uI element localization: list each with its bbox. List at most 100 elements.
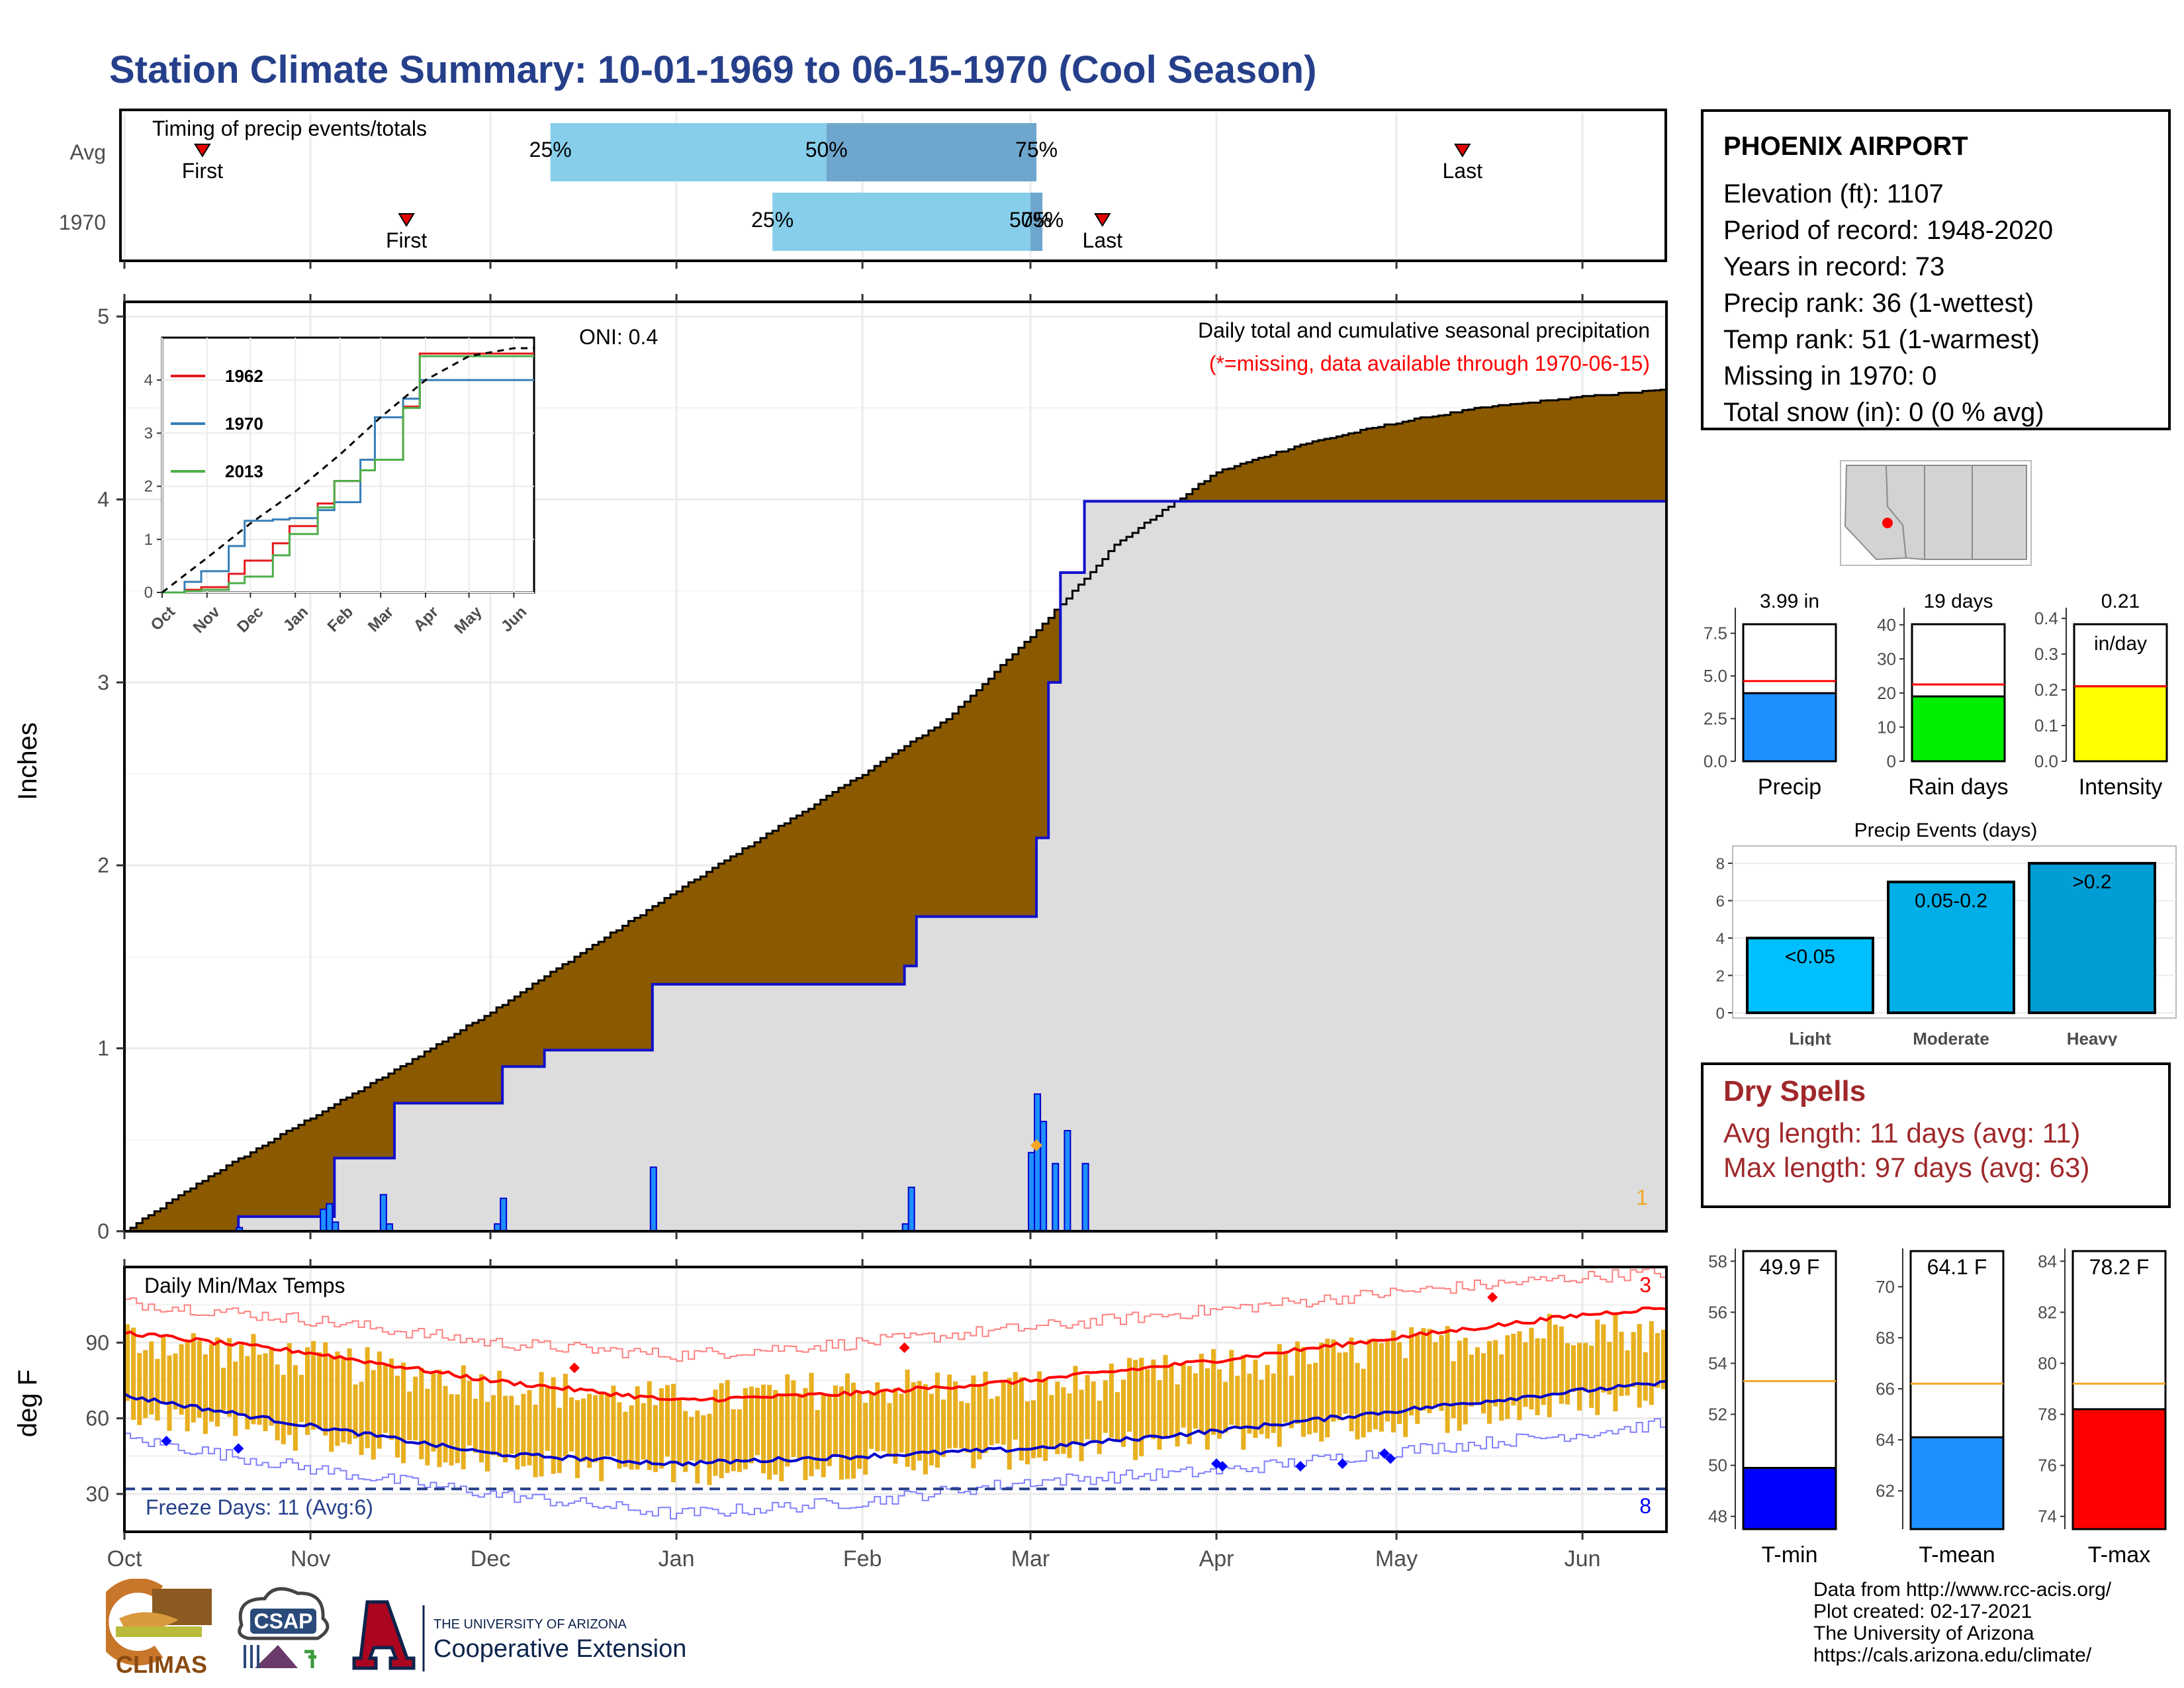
temp-summary-y-tick-label: 58 bbox=[1708, 1251, 1727, 1271]
temp-y-tick-label: 30 bbox=[85, 1482, 109, 1506]
daily-temp-bar bbox=[1427, 1329, 1432, 1413]
daily-temp-bar bbox=[587, 1393, 592, 1468]
daily-temp-bar bbox=[1163, 1354, 1168, 1439]
credit-line: Plot created: 02-17-2021 bbox=[1813, 1601, 2032, 1622]
csap-logo: CSAP bbox=[238, 1587, 330, 1668]
daily-temp-bar bbox=[791, 1380, 796, 1458]
daily-temp-bar bbox=[1625, 1350, 1630, 1396]
mini-y-tick-label: 0.4 bbox=[2034, 608, 2058, 628]
daily-temp-bar bbox=[515, 1405, 520, 1470]
daily-temp-bar bbox=[1030, 1400, 1036, 1458]
daily-temp-bar bbox=[1295, 1341, 1300, 1424]
temp-month-label: Feb bbox=[843, 1546, 882, 1571]
daily-temp-bar bbox=[407, 1391, 412, 1440]
events-bar-label: <0.05 bbox=[1785, 946, 1835, 968]
daily-temp-bar bbox=[275, 1364, 280, 1440]
daily-temp-bar bbox=[857, 1391, 862, 1469]
daily-temp-bar bbox=[1067, 1393, 1072, 1458]
daily-temp-bar bbox=[1541, 1338, 1546, 1405]
daily-temp-bar bbox=[1061, 1387, 1066, 1454]
daily-temp-bar bbox=[779, 1395, 784, 1481]
daily-temp-bar bbox=[1217, 1369, 1222, 1439]
daily-temp-bar bbox=[1601, 1324, 1606, 1393]
daily-temp-bar bbox=[1451, 1361, 1456, 1419]
daily-temp-bar bbox=[401, 1362, 406, 1464]
temp-summary-y-tick-label: 50 bbox=[1708, 1456, 1727, 1476]
station-location-dot bbox=[1882, 518, 1893, 528]
temp-summary-y-tick-label: 84 bbox=[2038, 1251, 2057, 1271]
credit-line: https://cals.arizona.edu/climate/ bbox=[1813, 1644, 2092, 1666]
daily-temp-bar bbox=[527, 1389, 532, 1466]
daily-temp-bar bbox=[293, 1365, 298, 1451]
mini-y-tick-label: 2.5 bbox=[1704, 709, 1727, 729]
timing-bar-25-50 bbox=[772, 193, 1030, 251]
temp-month-label: Jun bbox=[1565, 1546, 1601, 1571]
daily-temp-bar bbox=[269, 1346, 274, 1426]
precip-chart: 0 1 2 3 4 5 Inches ONI: 0.4 Daily total and c… bbox=[13, 294, 1668, 1243]
daily-temp-bar bbox=[1649, 1321, 1654, 1405]
daily-temp-bar bbox=[1229, 1350, 1234, 1425]
temp-summary-bar bbox=[1742, 1466, 1837, 1530]
timing-pct50-label: 50% bbox=[805, 138, 848, 162]
daily-precip-bar bbox=[379, 1194, 387, 1232]
daily-temp-bar bbox=[1529, 1327, 1534, 1410]
daily-temp-bar bbox=[359, 1382, 364, 1456]
daily-precip-bar bbox=[332, 1221, 340, 1233]
daily-temp-bar bbox=[551, 1377, 556, 1474]
temp-month-label: Oct bbox=[107, 1546, 142, 1571]
temp-summary-y-tick-label: 56 bbox=[1708, 1302, 1727, 1322]
daily-temp-bar bbox=[773, 1389, 778, 1475]
daily-temp-bar bbox=[713, 1389, 718, 1476]
daily-temp-bar bbox=[1469, 1354, 1474, 1407]
daily-temp-bar bbox=[1390, 1330, 1396, 1432]
daily-temp-bar bbox=[671, 1383, 676, 1483]
record-low-marker bbox=[1217, 1460, 1228, 1472]
temp-summary-y-tick-label: 82 bbox=[2038, 1302, 2057, 1322]
temp-summary-y-tick-label: 54 bbox=[1708, 1353, 1727, 1373]
credits: Data from http://www.rcc-acis.org/ Plot … bbox=[1813, 1579, 2111, 1666]
missing-day-marker bbox=[1030, 1139, 1042, 1152]
daily-temp-bar bbox=[809, 1372, 814, 1477]
missing-count: 1 bbox=[1636, 1186, 1648, 1209]
record-max-line bbox=[124, 1267, 1667, 1362]
mini-bar bbox=[1742, 692, 1837, 763]
timing-row-year: 1970 bbox=[59, 211, 106, 234]
daily-temp-bar bbox=[1127, 1358, 1132, 1432]
daily-temp-bar bbox=[767, 1385, 772, 1480]
record-low-marker bbox=[161, 1435, 172, 1446]
temp-y-tick-label: 60 bbox=[85, 1407, 109, 1430]
daily-temp-bar bbox=[557, 1407, 562, 1474]
university-of-arizona-logo: THE UNIVERSITY OF ARIZONA Cooperative Ex… bbox=[352, 1600, 686, 1671]
temp-y-label: deg F bbox=[13, 1370, 42, 1437]
daily-temp-bar bbox=[239, 1344, 244, 1415]
daily-temp-bar bbox=[1619, 1331, 1624, 1396]
credit-line: The University of Arizona bbox=[1813, 1622, 2034, 1644]
temp-summary-label: T-min bbox=[1762, 1542, 1818, 1568]
mini-y-tick-label: 0.0 bbox=[2034, 751, 2058, 771]
daily-temp-bar bbox=[1355, 1362, 1360, 1440]
daily-temp-bar bbox=[1421, 1328, 1426, 1411]
daily-temp-bar bbox=[1139, 1358, 1144, 1456]
daily-temp-bar bbox=[1133, 1360, 1138, 1460]
daily-temp-bar bbox=[1319, 1342, 1324, 1442]
temp-summary-value: 64.1 F bbox=[1927, 1255, 1987, 1279]
temp-summary-y-tick-label: 70 bbox=[1876, 1277, 1895, 1297]
mini-y-tick-label: 0.0 bbox=[1704, 751, 1727, 771]
daily-temp-bar bbox=[461, 1365, 466, 1470]
record-high-marker bbox=[569, 1362, 580, 1374]
daily-temp-bar bbox=[737, 1409, 742, 1472]
daily-temp-bar bbox=[1385, 1339, 1390, 1422]
daily-temp-bar bbox=[1487, 1340, 1492, 1424]
climas-logo-text: CLIMAS bbox=[116, 1651, 207, 1678]
daily-temp-bar bbox=[754, 1387, 760, 1456]
daily-temp-bar bbox=[1463, 1337, 1468, 1425]
daily-temp-bar bbox=[347, 1348, 352, 1444]
average-cumulative-line bbox=[123, 389, 1666, 1232]
daily-temp-bar bbox=[1457, 1340, 1462, 1431]
daily-temp-bar bbox=[1265, 1365, 1270, 1439]
daily-precip-bar bbox=[907, 1186, 915, 1233]
dry-spells-title: Dry Spells bbox=[1723, 1075, 1866, 1107]
daily-temp-bar bbox=[323, 1342, 328, 1436]
precip-y-label: Inches bbox=[13, 722, 42, 800]
daily-temp-bar bbox=[335, 1351, 340, 1446]
